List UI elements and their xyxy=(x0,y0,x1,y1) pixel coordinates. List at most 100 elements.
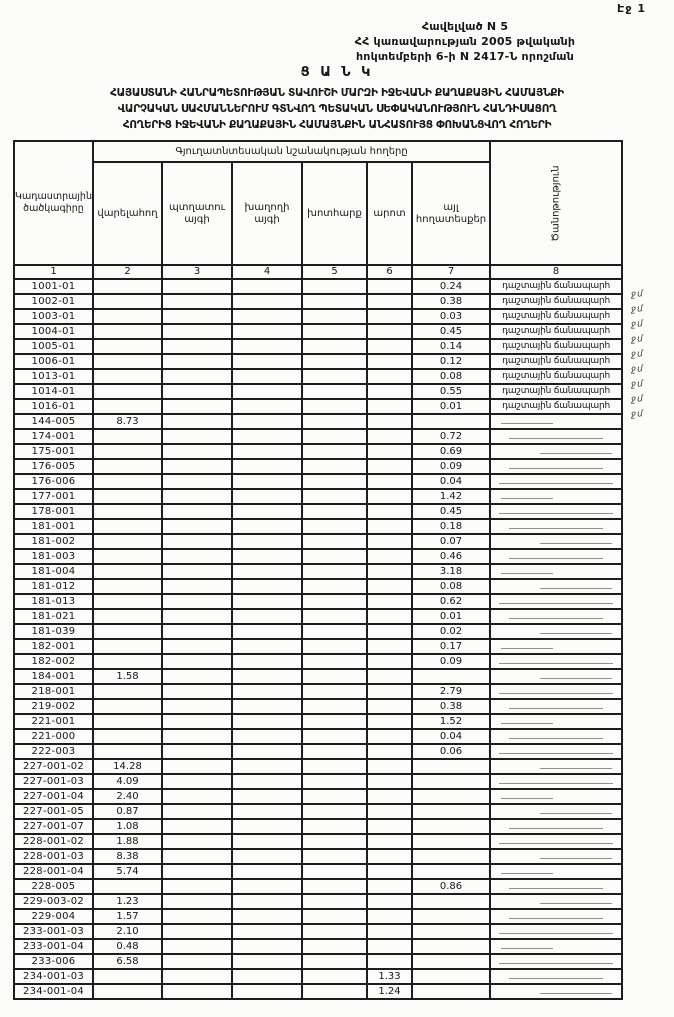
table-row: 175-001 0.69 xyxy=(13,443,624,460)
area-value-cell xyxy=(231,953,303,970)
area-value-cell: 5.74 xyxy=(92,863,163,880)
area-value-cell xyxy=(161,578,233,595)
area-value-cell xyxy=(301,683,368,700)
table-row: 176-005 0.09 xyxy=(13,458,624,475)
area-value-cell xyxy=(366,563,413,580)
area-value-cell xyxy=(161,338,233,355)
table-row: 184-001 1.58 xyxy=(13,668,624,685)
area-value-cell xyxy=(231,833,303,850)
area-value-cell: 0.12 xyxy=(410,353,492,370)
area-value-cell xyxy=(366,278,413,295)
area-value-cell xyxy=(161,983,233,1000)
area-value-cell xyxy=(301,938,368,955)
note-cell xyxy=(489,623,624,640)
area-value-cell xyxy=(366,758,413,775)
cadastral-code-cell: 222-003 xyxy=(13,743,94,760)
note-cell xyxy=(489,593,624,610)
area-value-cell xyxy=(366,533,413,550)
area-value-cell: 0.38 xyxy=(410,698,492,715)
subtitle-line: ՀԱՅԱՍՏԱՆԻ ՀԱՆՐԱՊԵՏՈՒԹՅԱՆ ՏԱՎՈՒՇԻ ՄԱՐԶԻ Ի… xyxy=(110,87,564,99)
area-value-cell xyxy=(301,473,368,490)
table-header: Կադաստրային ծածկագիրը Գյուղատնտեսական նշ… xyxy=(13,140,624,280)
area-value-cell: 0.87 xyxy=(92,803,163,820)
area-value-cell xyxy=(301,698,368,715)
area-value-cell xyxy=(92,368,163,385)
note-cell xyxy=(489,728,624,745)
area-value-cell xyxy=(161,563,233,580)
area-value-cell xyxy=(161,413,233,430)
note-cell xyxy=(489,668,624,685)
area-value-cell xyxy=(301,983,368,1000)
area-value-cell xyxy=(410,413,492,430)
table-row: 221-000 0.04 xyxy=(13,728,624,745)
note-header-vertical-label: Ծանոթություն xyxy=(550,164,562,242)
area-value-cell xyxy=(231,698,303,715)
area-value-cell xyxy=(301,323,368,340)
table-body: 1001-01 0.24 դաշտային ճանապարհ 1002-01 0.38 դ… xyxy=(13,278,624,1000)
area-value-cell xyxy=(410,803,492,820)
area-value-cell xyxy=(301,803,368,820)
area-value-cell xyxy=(92,443,163,460)
note-cell xyxy=(489,953,624,970)
margin-mark: ջմ xyxy=(630,349,644,360)
area-value-cell xyxy=(161,323,233,340)
cadastral-code-cell: 184-001 xyxy=(13,668,94,685)
margin-mark: ջմ xyxy=(630,379,644,390)
area-value-cell xyxy=(92,713,163,730)
area-value-cell xyxy=(231,608,303,625)
area-value-cell xyxy=(301,623,368,640)
cadastral-code-cell: 221-001 xyxy=(13,713,94,730)
area-value-cell xyxy=(366,728,413,745)
margin-mark: ջմ xyxy=(630,334,644,345)
area-value-cell xyxy=(410,938,492,955)
area-value-cell xyxy=(92,698,163,715)
area-value-cell xyxy=(366,518,413,535)
area-value-cell: 0.04 xyxy=(410,728,492,745)
area-value-cell xyxy=(161,788,233,805)
area-value-cell xyxy=(231,728,303,745)
note-cell: դաշտային ճանապարհ xyxy=(489,278,624,295)
area-value-cell xyxy=(231,428,303,445)
area-value-cell xyxy=(161,608,233,625)
area-value-cell xyxy=(301,908,368,925)
area-value-cell: 1.57 xyxy=(92,908,163,925)
cadastral-code-cell: 181-012 xyxy=(13,578,94,595)
area-value-cell xyxy=(366,683,413,700)
area-value-cell xyxy=(92,518,163,535)
area-value-cell xyxy=(366,548,413,565)
cadastral-code-cell: 181-039 xyxy=(13,623,94,640)
column-number: 2 xyxy=(92,264,163,280)
column-number: 7 xyxy=(410,264,492,280)
cadastral-code-cell: 1013-01 xyxy=(13,368,94,385)
area-value-cell: 3.18 xyxy=(410,563,492,580)
area-value-cell xyxy=(301,398,368,415)
area-value-cell: 0.06 xyxy=(410,743,492,760)
area-value-cell xyxy=(161,308,233,325)
area-value-cell xyxy=(301,713,368,730)
area-value-cell xyxy=(410,758,492,775)
table-row: 228-001-04 5.74 xyxy=(13,863,624,880)
area-value-cell: 0.45 xyxy=(410,503,492,520)
table-row: 228-005 0.86 xyxy=(13,878,624,895)
table-row: 1006-01 0.12 դաշտային ճանապարհ xyxy=(13,353,624,370)
area-value-cell xyxy=(231,548,303,565)
area-value-cell xyxy=(366,503,413,520)
area-value-cell xyxy=(92,428,163,445)
cadastral-code-cell: 1001-01 xyxy=(13,278,94,295)
area-value-cell xyxy=(410,893,492,910)
area-value-cell xyxy=(92,743,163,760)
area-value-cell xyxy=(301,308,368,325)
area-value-cell xyxy=(231,878,303,895)
column-number-row: 1 2 3 4 5 6 7 8 xyxy=(13,264,624,280)
area-value-cell xyxy=(301,518,368,535)
area-value-cell xyxy=(366,443,413,460)
area-value-cell xyxy=(366,878,413,895)
area-value-cell xyxy=(231,368,303,385)
area-value-cell xyxy=(231,458,303,475)
area-value-cell xyxy=(366,833,413,850)
area-value-cell xyxy=(161,278,233,295)
area-value-cell xyxy=(92,353,163,370)
area-value-cell xyxy=(301,743,368,760)
table-row: 181-001 0.18 xyxy=(13,518,624,535)
cadastral-code-cell: 181-001 xyxy=(13,518,94,535)
